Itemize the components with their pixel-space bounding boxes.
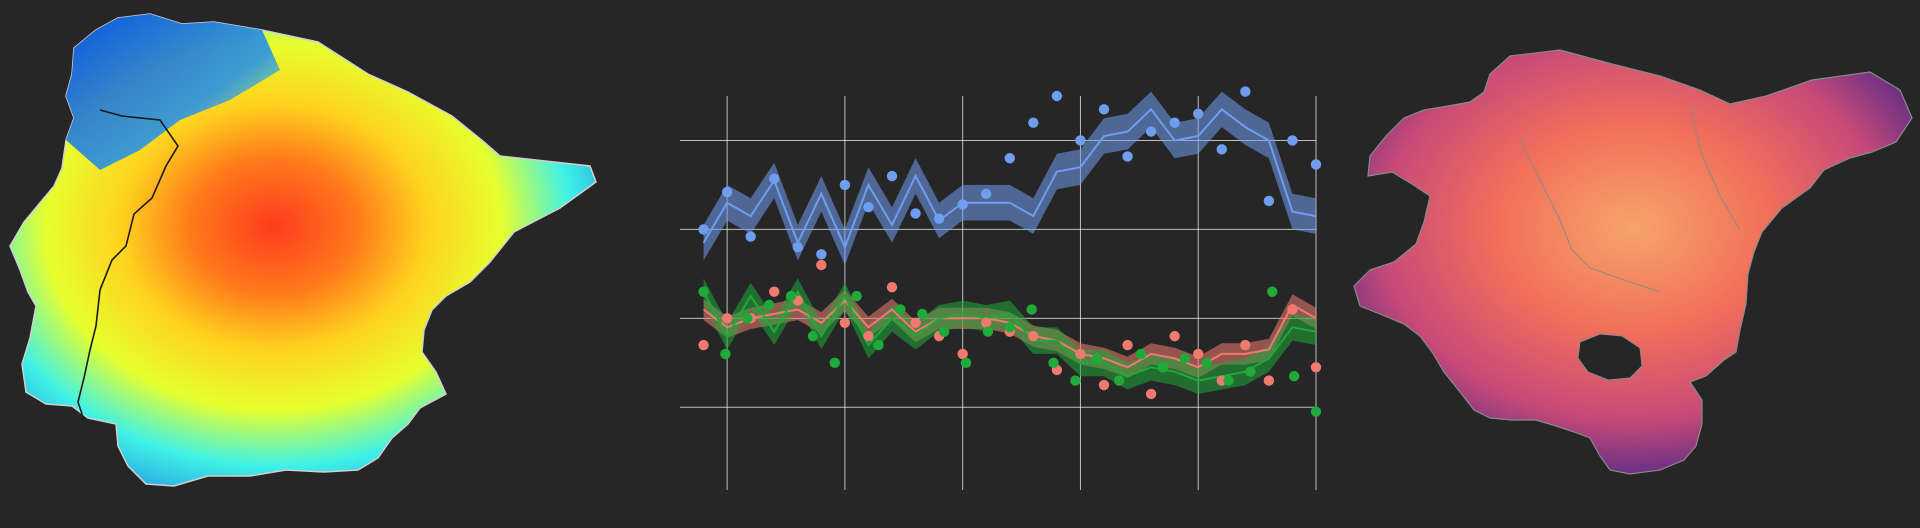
data-point-0-0 [698, 224, 709, 235]
data-point-1-24 [1263, 375, 1275, 386]
data-point-2-5 [807, 330, 819, 342]
data-point-1-25 [1287, 304, 1298, 315]
data-point-2-13 [982, 326, 994, 337]
data-point-0-14 [1028, 117, 1039, 128]
data-point-0-11 [957, 199, 968, 210]
data-point-2-9 [895, 304, 906, 315]
chart-gridlines [680, 96, 1317, 490]
basque-land [1353, 49, 1913, 475]
data-point-0-23 [1240, 86, 1251, 97]
basque-country-map [1353, 49, 1913, 475]
portugal-spain-border [77, 109, 179, 421]
data-point-2-14 [1004, 322, 1015, 333]
data-point-1-17 [1098, 379, 1110, 391]
data-point-1-6 [839, 317, 851, 328]
data-point-0-3 [769, 173, 780, 184]
province-border-1 [1519, 139, 1661, 293]
data-point-0-15 [1051, 90, 1063, 102]
data-point-2-11 [938, 326, 950, 337]
data-point-2-10 [917, 308, 928, 320]
confidence-band-0 [703, 91, 1316, 265]
data-point-1-26 [1310, 362, 1322, 373]
data-point-0-10 [933, 213, 945, 224]
data-point-2-18 [1092, 353, 1103, 364]
data-point-2-22 [1179, 353, 1190, 364]
data-point-2-12 [960, 357, 972, 369]
data-point-0-24 [1263, 195, 1275, 207]
data-point-2-16 [1048, 357, 1059, 369]
data-point-2-7 [851, 290, 862, 302]
data-point-0-25 [1287, 135, 1298, 146]
data-point-2-25 [1245, 366, 1256, 377]
data-point-1-11 [957, 348, 968, 360]
data-point-2-3 [763, 299, 775, 311]
data-point-1-19 [1145, 388, 1157, 400]
data-point-0-7 [863, 201, 874, 213]
data-point-0-9 [910, 208, 921, 219]
data-point-2-1 [720, 348, 731, 360]
data-point-0-21 [1193, 108, 1204, 119]
data-point-0-2 [745, 231, 756, 242]
data-point-2-15 [1026, 304, 1037, 315]
data-point-0-13 [1004, 153, 1015, 164]
data-point-2-28 [1310, 406, 1322, 417]
line-chart [680, 86, 1322, 490]
data-point-2-0 [698, 286, 709, 297]
data-point-0-4 [792, 241, 803, 253]
data-point-0-5 [816, 249, 827, 260]
data-point-0-26 [1310, 159, 1322, 170]
data-point-1-9 [910, 317, 921, 328]
data-point-0-19 [1145, 126, 1157, 137]
iberia-heatmap [9, 13, 597, 487]
data-point-0-12 [981, 188, 992, 200]
data-point-2-4 [785, 290, 797, 302]
data-point-1-1 [721, 313, 733, 324]
data-point-0-17 [1098, 104, 1110, 115]
data-point-1-21 [1193, 348, 1204, 360]
data-point-2-17 [1070, 375, 1081, 386]
data-point-1-23 [1240, 339, 1251, 351]
data-point-2-20 [1135, 348, 1147, 360]
basque-inner-hole [1577, 333, 1643, 381]
data-point-0-8 [886, 170, 898, 182]
data-point-2-21 [1157, 362, 1169, 373]
data-point-1-8 [886, 282, 898, 293]
data-point-2-6 [829, 357, 840, 369]
data-point-0-22 [1216, 144, 1227, 155]
data-point-1-3 [769, 286, 780, 297]
data-point-0-6 [839, 179, 851, 191]
data-point-1-0 [698, 339, 709, 351]
data-point-1-20 [1169, 330, 1180, 342]
data-point-2-24 [1223, 375, 1234, 386]
data-point-1-18 [1122, 339, 1133, 351]
data-point-0-18 [1122, 151, 1133, 162]
data-point-2-2 [742, 313, 753, 324]
iberia-northwest-cold-region [66, 14, 280, 170]
data-point-2-23 [1201, 357, 1212, 369]
data-point-2-27 [1288, 370, 1300, 382]
data-point-2-26 [1267, 286, 1278, 297]
data-points [698, 86, 1322, 417]
data-point-1-7 [863, 330, 874, 342]
province-border-2 [1689, 103, 1741, 231]
fit-line-0 [702, 107, 1317, 250]
fit-line-2 [702, 289, 1317, 382]
data-point-2-8 [873, 339, 884, 351]
data-point-0-1 [721, 186, 733, 198]
data-point-2-19 [1113, 375, 1125, 386]
data-point-1-5 [816, 259, 827, 271]
data-point-0-20 [1169, 117, 1180, 128]
data-point-1-14 [1028, 330, 1039, 342]
data-point-1-12 [981, 317, 992, 328]
data-point-1-16 [1075, 348, 1086, 360]
data-point-0-16 [1075, 135, 1086, 146]
